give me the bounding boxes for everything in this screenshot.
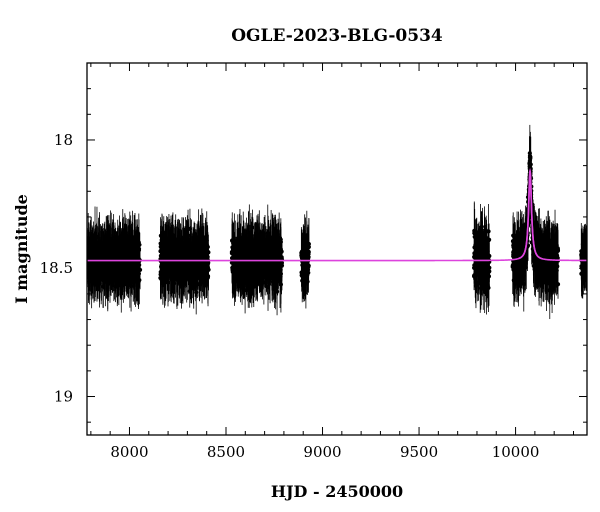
data-point: [478, 264, 483, 269]
data-point: [253, 265, 259, 270]
data-point: [183, 249, 188, 254]
data-point: [124, 249, 129, 254]
data-point: [255, 234, 261, 239]
data-point: [483, 253, 488, 258]
data-point: [106, 269, 111, 274]
data-point: [199, 271, 204, 276]
data-point: [94, 247, 99, 253]
data-point: [120, 238, 125, 243]
data-point: [99, 274, 104, 280]
data-point: [238, 246, 243, 251]
data-point: [177, 263, 182, 269]
data-point: [236, 261, 241, 267]
data-point: [105, 235, 110, 240]
data-point: [473, 276, 478, 281]
data-point: [187, 249, 193, 254]
data-point: [306, 249, 311, 254]
data-point: [473, 253, 478, 258]
data-point: [197, 275, 202, 280]
data-point: [201, 260, 206, 265]
data-point: [205, 265, 210, 270]
data-point: [231, 251, 237, 256]
data-point: [97, 241, 102, 246]
data-point: [122, 256, 128, 261]
data-point: [265, 261, 270, 266]
data-point: [303, 273, 309, 278]
data-point: [166, 271, 171, 276]
data-point: [127, 249, 133, 255]
data-point: [472, 263, 477, 268]
data-point: [133, 271, 139, 276]
data-point: [179, 252, 184, 257]
data-point: [478, 255, 483, 260]
chart-title: OGLE-2023-BLG-0534: [231, 26, 443, 46]
data-point: [481, 279, 486, 284]
data-point: [111, 268, 116, 274]
data-point: [240, 254, 245, 259]
data-point: [199, 250, 204, 255]
data-point: [472, 234, 477, 239]
plot-area: [87, 124, 587, 320]
data-point: [169, 253, 174, 258]
data-point: [89, 240, 94, 245]
data-point: [486, 229, 491, 234]
data-point: [89, 252, 94, 258]
data-point: [111, 253, 117, 258]
data-point: [194, 290, 199, 295]
data-point: [275, 254, 280, 259]
data-point: [163, 266, 169, 271]
data-point: [118, 271, 123, 277]
data-point: [132, 244, 137, 249]
data-point: [158, 272, 163, 277]
data-point: [270, 261, 275, 266]
data-point: [101, 253, 106, 258]
data-point: [253, 269, 258, 274]
data-point: [88, 271, 94, 276]
data-point: [265, 284, 271, 290]
data-point: [246, 248, 251, 253]
data-point: [246, 281, 251, 286]
data-point: [115, 265, 121, 270]
data-point: [89, 277, 94, 282]
data-point: [102, 247, 107, 252]
data-point: [302, 245, 308, 250]
data-point: [270, 279, 276, 284]
data-point: [183, 270, 188, 275]
data-point: [192, 256, 197, 261]
data-point: [184, 243, 189, 248]
data-point: [126, 255, 131, 260]
data-point: [136, 277, 141, 282]
